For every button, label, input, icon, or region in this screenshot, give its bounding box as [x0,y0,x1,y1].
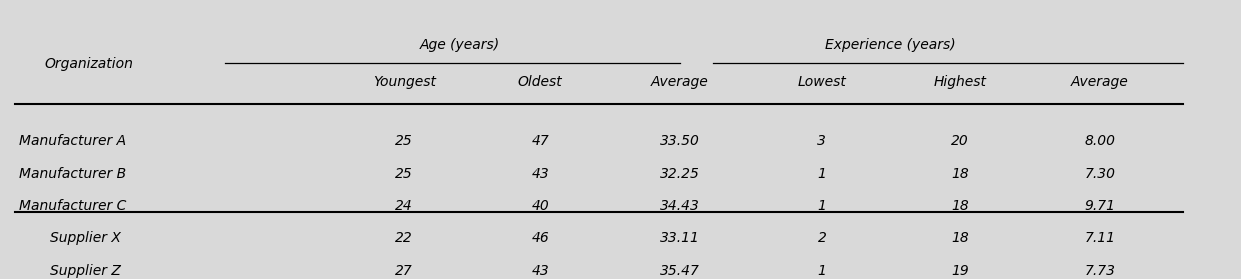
Text: Manufacturer B: Manufacturer B [19,167,127,181]
Text: 24: 24 [396,199,413,213]
Text: 7.73: 7.73 [1085,264,1116,278]
Text: 40: 40 [531,199,549,213]
Text: 46: 46 [531,231,549,245]
Text: 33.50: 33.50 [660,134,700,148]
Text: Oldest: Oldest [517,75,562,89]
Text: 34.43: 34.43 [660,199,700,213]
Text: 35.47: 35.47 [660,264,700,278]
Text: 20: 20 [952,134,969,148]
Text: Average: Average [652,75,709,89]
Text: Youngest: Youngest [372,75,436,89]
Text: 18: 18 [952,231,969,245]
Text: 18: 18 [952,199,969,213]
Text: 1: 1 [818,167,827,181]
Text: 7.11: 7.11 [1085,231,1116,245]
Text: 22: 22 [396,231,413,245]
Text: Experience (years): Experience (years) [824,38,956,52]
Text: Age (years): Age (years) [419,38,500,52]
Text: 25: 25 [396,134,413,148]
Text: 7.30: 7.30 [1085,167,1116,181]
Text: 32.25: 32.25 [660,167,700,181]
Text: 3: 3 [818,134,827,148]
Text: 2: 2 [818,231,827,245]
Text: Highest: Highest [933,75,987,89]
Text: 1: 1 [818,264,827,278]
Text: Lowest: Lowest [798,75,846,89]
Text: 18: 18 [952,167,969,181]
Text: Manufacturer A: Manufacturer A [19,134,127,148]
Text: Organization: Organization [45,57,134,71]
Text: 8.00: 8.00 [1085,134,1116,148]
Text: 25: 25 [396,167,413,181]
Text: Supplier Z: Supplier Z [50,264,120,278]
Text: Average: Average [1071,75,1129,89]
Text: Supplier X: Supplier X [50,231,120,245]
Text: 9.71: 9.71 [1085,199,1116,213]
Text: 33.11: 33.11 [660,231,700,245]
Text: 19: 19 [952,264,969,278]
Text: Manufacturer C: Manufacturer C [19,199,127,213]
Text: 43: 43 [531,264,549,278]
Text: 47: 47 [531,134,549,148]
Text: 1: 1 [818,199,827,213]
Text: 27: 27 [396,264,413,278]
Text: 43: 43 [531,167,549,181]
